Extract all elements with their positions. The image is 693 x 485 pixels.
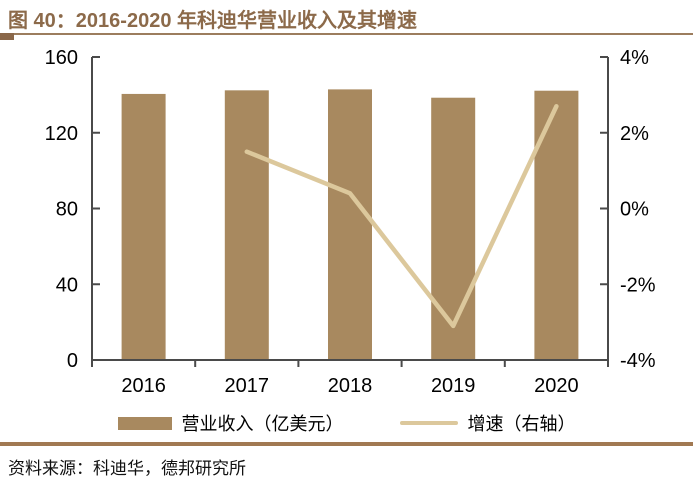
right-tick-label: 2% [620, 123, 649, 145]
revenue-bar-2016 [121, 93, 166, 360]
source-note: 资料来源：科迪华，德邦研究所 [8, 459, 246, 479]
x-axis-label-2019: 2019 [431, 375, 476, 397]
left-tick-label: 40 [56, 274, 78, 296]
title-divider [0, 33, 693, 35]
chart-legend: 营业收入（亿美元） 增速（右轴） [0, 410, 693, 436]
legend-line-swatch-icon [399, 421, 458, 425]
figure-title: 图 40：2016-2020 年科迪华营业收入及其增速 [8, 10, 418, 32]
right-tick-label: 4% [620, 47, 649, 69]
revenue-bar-2018 [328, 89, 372, 361]
legend-revenue-label: 营业收入（亿美元） [181, 414, 344, 435]
growth-line [244, 103, 559, 329]
left-tick-label: 80 [56, 199, 78, 221]
bottom-divider [0, 442, 693, 446]
legend-item-revenue: 营业收入（亿美元） [117, 410, 344, 436]
revenue-bar-2019 [431, 97, 476, 360]
revenue-growth-combo-chart: 0 40 80 120 160 -4% -2% 0% 2% 4% 2016 2017 2018 2019 2… [45, 47, 656, 397]
left-tick-label: 160 [45, 47, 78, 69]
legend-growth-label: 增速（右轴） [467, 414, 576, 435]
x-axis-label-2018: 2018 [328, 375, 373, 397]
revenue-bar-2020 [534, 90, 579, 361]
x-axis-label-2016: 2016 [121, 375, 166, 397]
left-tick-label: 120 [45, 123, 78, 145]
right-tick-label: 0% [620, 199, 649, 221]
right-tick-label: -2% [620, 274, 656, 296]
x-axis-label-2020: 2020 [534, 375, 579, 397]
x-axis-label-2017: 2017 [225, 375, 270, 397]
title-divider-accent [0, 33, 14, 40]
legend-bar-swatch-icon [117, 416, 172, 430]
left-tick-label: 0 [67, 350, 78, 372]
right-tick-label: -4% [620, 350, 656, 372]
legend-item-growth: 增速（右轴） [399, 410, 576, 436]
revenue-bar-2017 [224, 90, 269, 360]
